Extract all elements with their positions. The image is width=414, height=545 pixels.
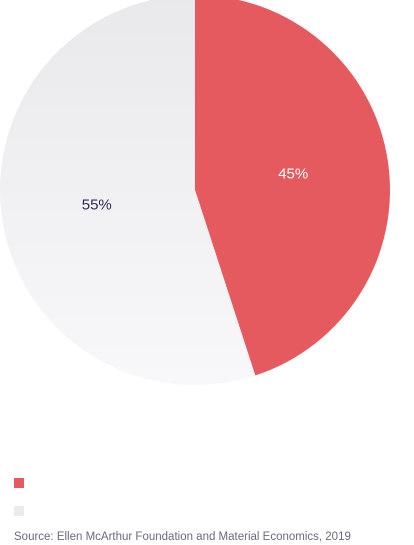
slice-label-55: 55% xyxy=(82,197,112,214)
pie-slice-45 xyxy=(195,0,390,376)
pie-labels: 45% 55% xyxy=(82,165,308,213)
pie-chart: 45% 55% xyxy=(0,0,390,385)
pie-slices xyxy=(0,0,390,385)
legend-item-45 xyxy=(14,476,32,490)
legend-swatch-grey xyxy=(14,506,24,516)
pie-chart-svg: 45% 55% xyxy=(0,0,390,385)
legend-item-55 xyxy=(14,504,32,518)
legend xyxy=(14,476,32,532)
source-note: Source: Ellen McArthur Foundation and Ma… xyxy=(14,531,351,543)
legend-swatch-red xyxy=(14,478,24,488)
slice-label-45: 45% xyxy=(278,165,308,182)
pie-slice-55 xyxy=(0,0,256,385)
